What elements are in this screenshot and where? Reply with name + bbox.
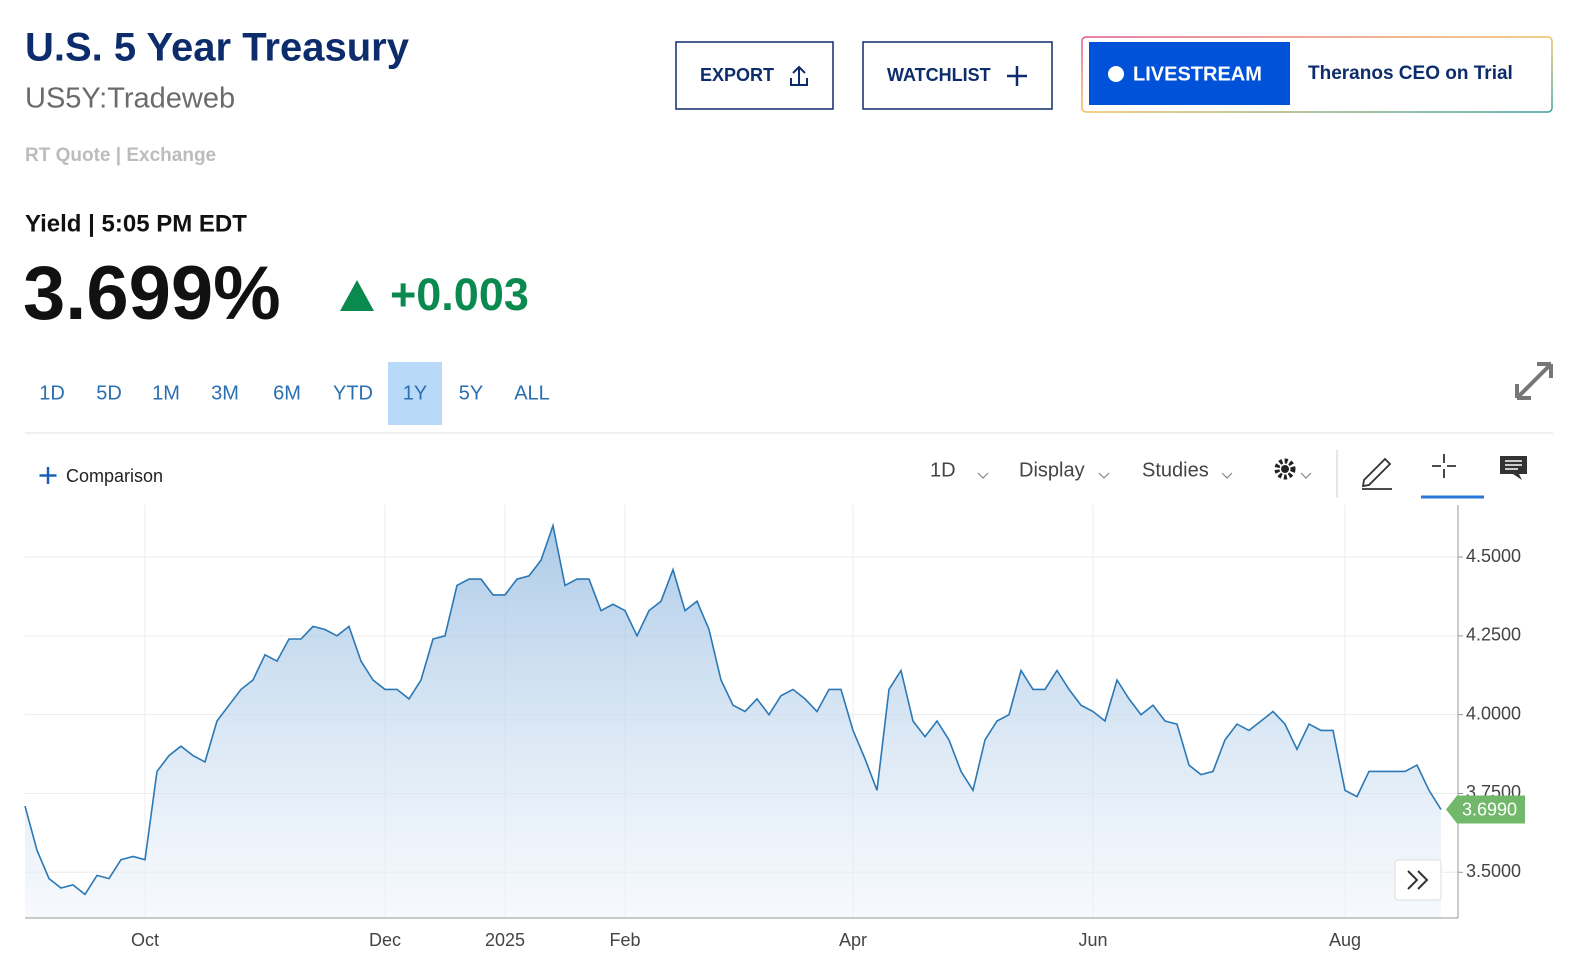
quote-source: RT Quote | Exchange <box>25 145 216 166</box>
comment-icon[interactable] <box>1500 456 1527 480</box>
range-button[interactable]: YTD <box>333 382 373 404</box>
comparison-label[interactable]: Comparison <box>66 466 163 486</box>
range-button[interactable]: ALL <box>514 382 550 404</box>
plus-icon <box>1007 66 1027 86</box>
studies-menu[interactable]: Studies <box>1142 459 1209 481</box>
up-arrow <box>340 280 374 311</box>
comment-lines <box>1505 460 1522 470</box>
interval-menu[interactable]: 1D <box>930 459 956 481</box>
display-menu[interactable]: Display <box>1019 459 1085 481</box>
area <box>25 525 1441 918</box>
last-price-tag <box>1446 795 1525 824</box>
range-button[interactable]: 5Y <box>459 382 483 404</box>
x-tick-label: Apr <box>839 930 867 950</box>
chevrons <box>977 472 1312 479</box>
livestream-title: Theranos CEO on Trial <box>1308 63 1513 84</box>
expand-icon[interactable] <box>1515 362 1553 400</box>
gear-icon[interactable] <box>1274 458 1296 480</box>
live-dot <box>1108 66 1124 82</box>
x-tick-label: Dec <box>369 930 401 950</box>
change: +0.003 <box>390 269 529 320</box>
symbol: US5Y:Tradeweb <box>25 83 235 115</box>
livestream-label: LIVESTREAM <box>1133 63 1262 85</box>
x-tick-label: Jun <box>1078 930 1107 950</box>
chart: Oct Dec 2025 Feb Apr Jun Aug3.50003.75004.0000… <box>24 505 1525 950</box>
comparison-plus[interactable] <box>39 467 57 484</box>
last-price-label: 3.6990 <box>1462 799 1517 819</box>
scroll-icon <box>1407 870 1429 890</box>
y-tick-label: 4.5000 <box>1466 546 1521 566</box>
line <box>24 522 1442 896</box>
range-button[interactable]: 3M <box>211 382 239 404</box>
y-tick-label: 4.2500 <box>1466 625 1521 645</box>
price: 3.699% <box>23 251 281 336</box>
y-tick-label: 4.0000 <box>1466 703 1521 723</box>
export-label: EXPORT <box>700 65 774 85</box>
range-button[interactable]: 5D <box>96 382 122 404</box>
range-buttons: 1D 5D 1M 3M 6M YTD 1Y 5Y ALL <box>39 362 550 425</box>
quote-label: Yield | 5:05 PM EDT <box>25 210 247 237</box>
title: U.S. 5 Year Treasury <box>25 26 410 70</box>
x-tick-label: Feb <box>609 930 640 950</box>
range-button[interactable]: 1M <box>152 382 180 404</box>
export-button[interactable] <box>675 41 834 110</box>
x-tick-label: 2025 <box>485 930 525 950</box>
y-tick-label: 3.5000 <box>1466 861 1521 881</box>
range-button[interactable]: 1Y <box>403 382 427 404</box>
range-button[interactable]: 1D <box>39 382 65 404</box>
export-icon <box>790 65 808 86</box>
gear-hub <box>1281 465 1289 473</box>
watchlist-label: WATCHLIST <box>887 65 991 85</box>
x-tick-label: Aug <box>1329 930 1361 950</box>
range-selected <box>388 362 442 425</box>
draw-icon[interactable] <box>1361 457 1392 490</box>
x-tick-label: Oct <box>131 930 159 950</box>
crosshair-icon[interactable] <box>1432 454 1456 478</box>
range-button[interactable]: 6M <box>273 382 301 404</box>
